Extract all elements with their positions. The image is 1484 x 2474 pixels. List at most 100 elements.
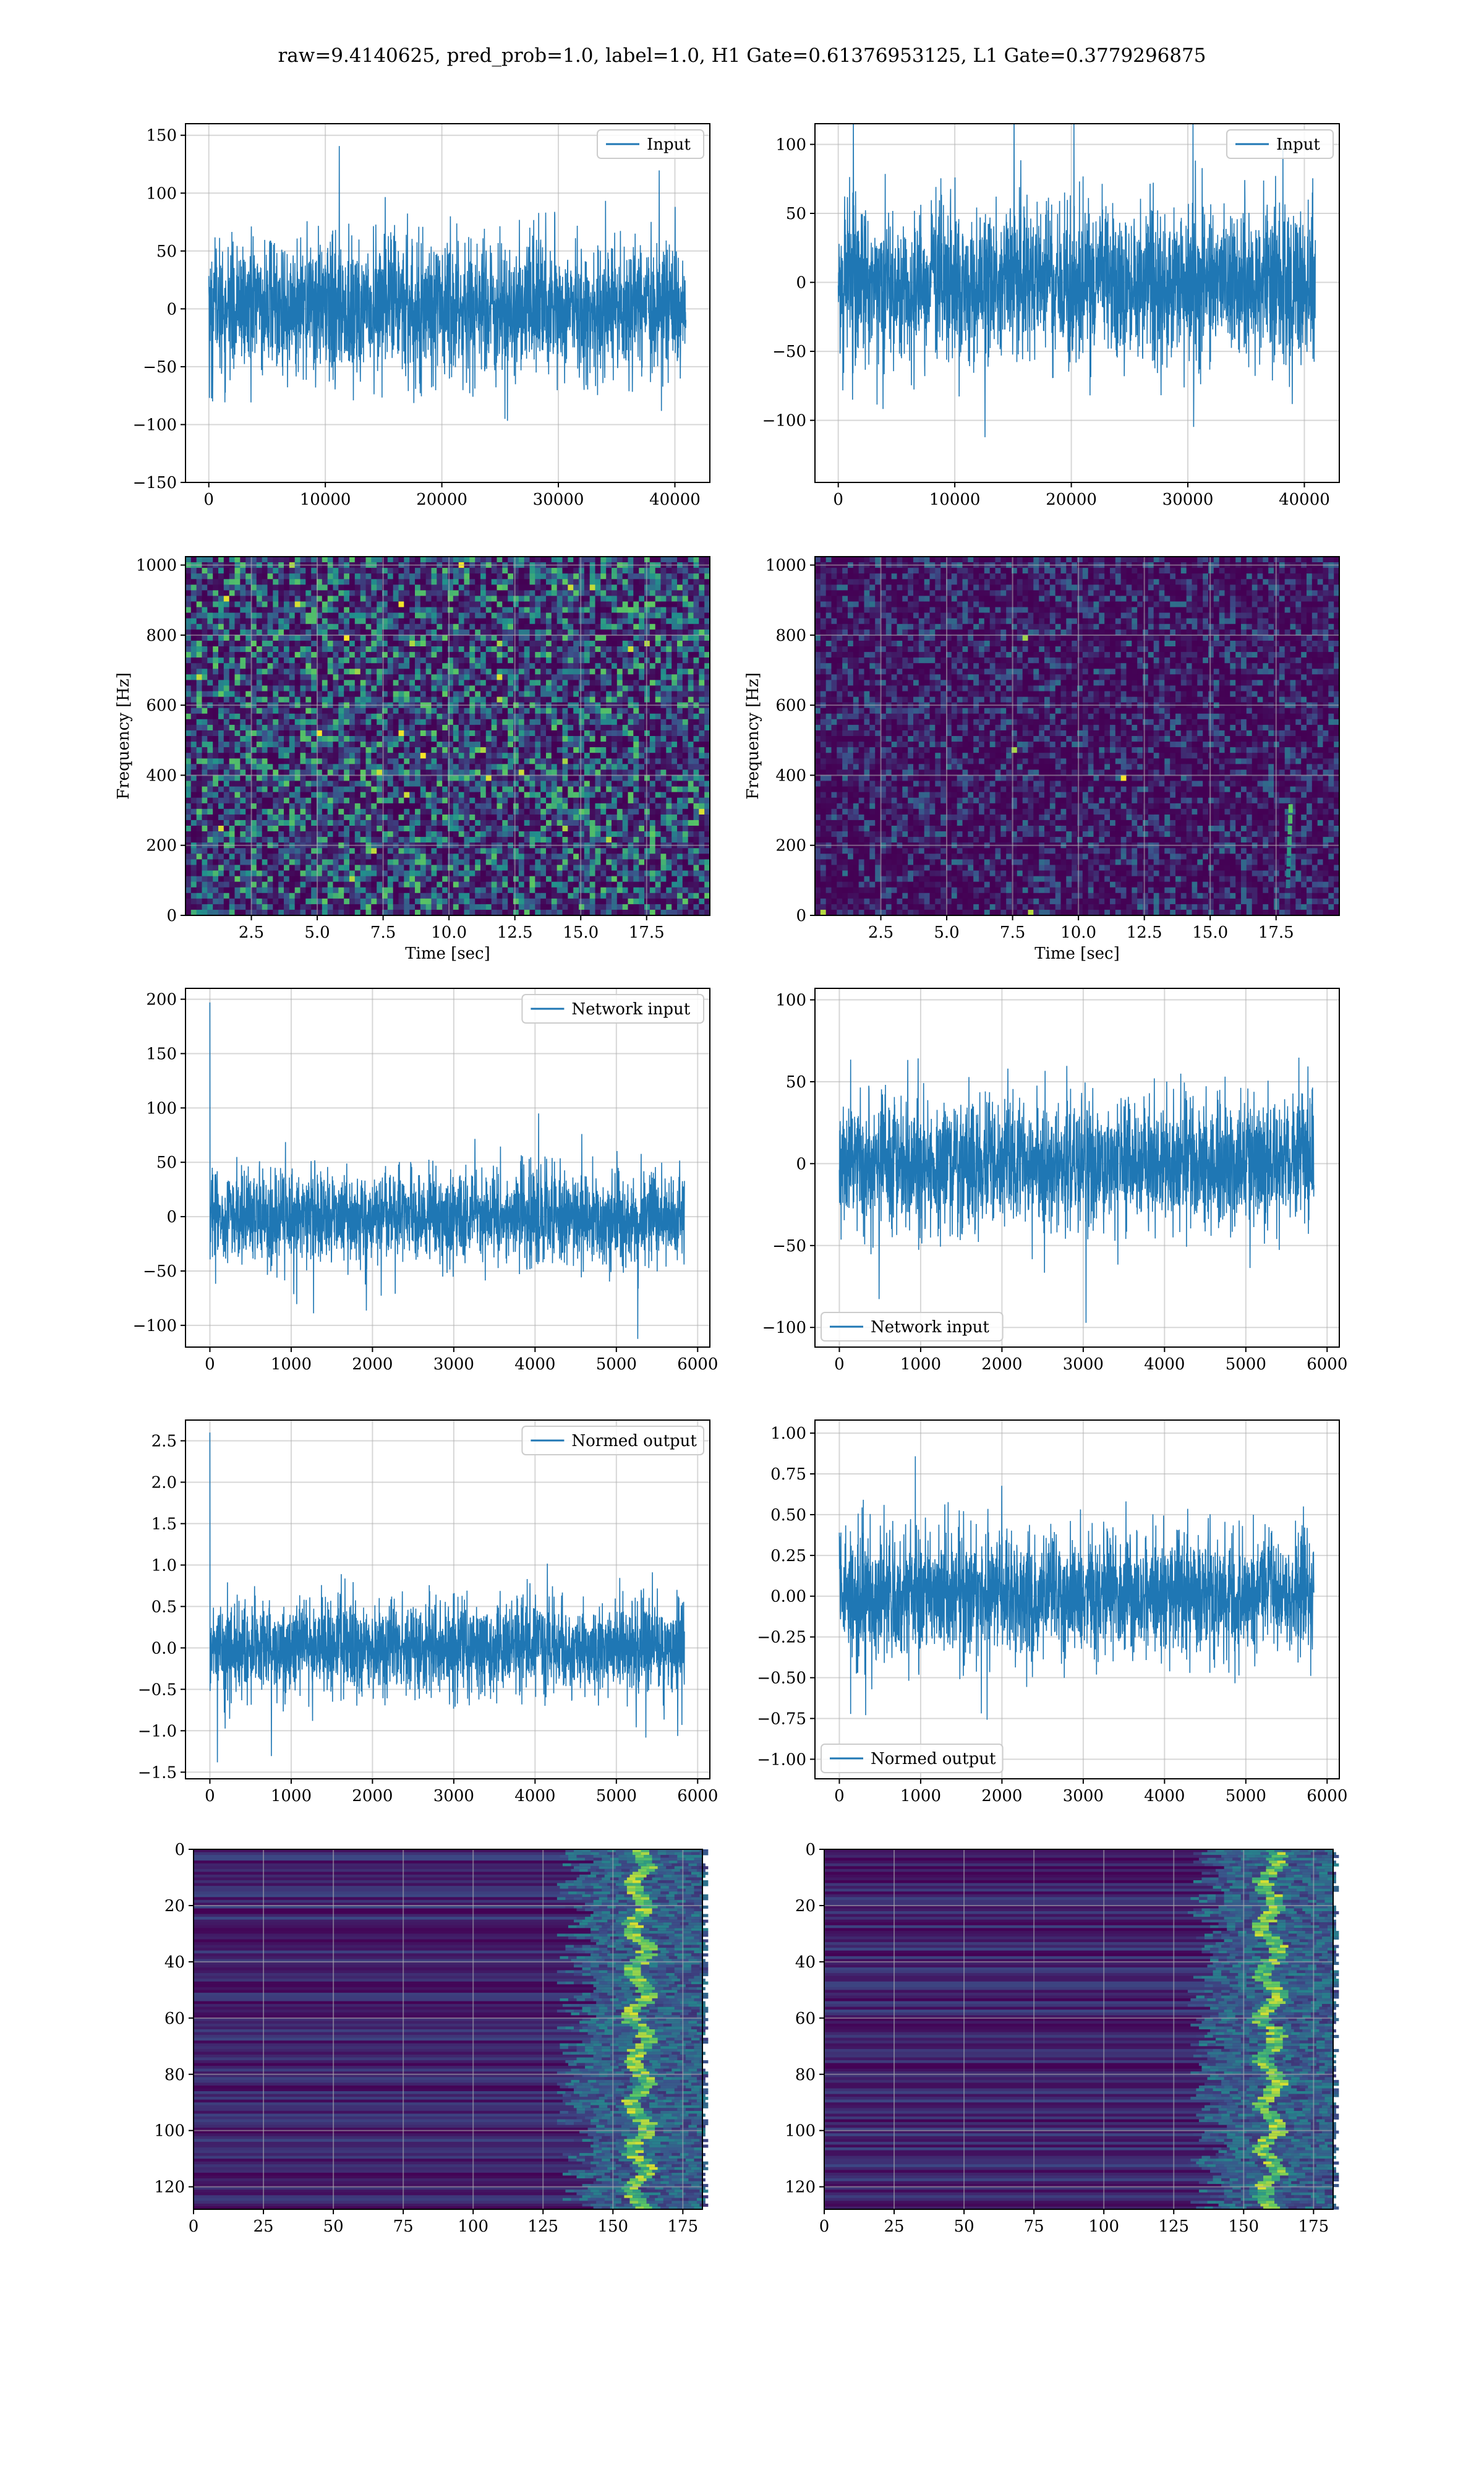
heatmap-cell (480, 809, 486, 815)
heatmap-cell (530, 663, 535, 669)
heatmap-cell (377, 764, 382, 770)
heatmap-cell (273, 899, 278, 905)
heatmap-cell (459, 820, 464, 826)
heatmap-cell (442, 775, 448, 781)
heatmap-cell (590, 573, 595, 580)
heatmap-cell (273, 714, 278, 720)
heatmap-cell (437, 826, 442, 832)
heatmap-cell (595, 725, 601, 731)
heatmap-cell (442, 657, 448, 664)
heatmap-cell (268, 837, 273, 843)
heatmap-cell (311, 641, 317, 647)
legend: Input (1227, 130, 1333, 158)
heatmap-cell (289, 697, 295, 703)
heatmap-cell (519, 758, 524, 764)
heatmap-cell (513, 904, 519, 910)
heatmap-cell (600, 579, 606, 585)
heatmap-cell (540, 815, 546, 821)
heatmap-cell (535, 708, 540, 714)
heatmap-cell (355, 775, 360, 781)
heatmap-cell (584, 641, 590, 647)
heatmap-cell (508, 573, 513, 580)
heatmap-cell (415, 579, 420, 585)
heatmap-cell (513, 893, 519, 899)
heatmap-cell (289, 803, 295, 810)
heatmap-cell (191, 803, 197, 810)
heatmap-cell (213, 652, 218, 658)
heatmap-cell (437, 876, 442, 883)
heatmap-cell (464, 871, 470, 877)
y-tick-label: −150 (133, 474, 177, 492)
heatmap-cell (218, 691, 224, 698)
heatmap-cell (464, 831, 470, 837)
heatmap-cell (355, 691, 360, 698)
heatmap-cell (371, 613, 377, 619)
heatmap-cell (437, 859, 442, 865)
heatmap-cell (442, 714, 448, 720)
heatmap-cell (191, 641, 197, 647)
heatmap-cell (278, 854, 284, 860)
heatmap-cell (278, 753, 284, 759)
heatmap-cell (540, 787, 546, 793)
heatmap-cell (224, 607, 229, 614)
heatmap-cell (557, 714, 563, 720)
heatmap-cell (535, 742, 540, 748)
heatmap-cell (524, 641, 530, 647)
heatmap-cell (508, 613, 513, 619)
heatmap-cell (273, 730, 278, 737)
heatmap-cell (453, 579, 459, 585)
heatmap-cell (442, 781, 448, 787)
heatmap-cell (486, 876, 492, 883)
heatmap-cell (245, 904, 251, 910)
heatmap-cell (557, 596, 563, 602)
heatmap-cell (508, 831, 513, 837)
heatmap-cell (557, 697, 563, 703)
heatmap-cell (186, 573, 191, 580)
heatmap-cell (464, 669, 470, 675)
heatmap-cell (311, 798, 317, 804)
heatmap-cell (492, 725, 497, 731)
heatmap-cell (257, 557, 262, 563)
heatmap-cell (409, 557, 415, 563)
heatmap-cell (557, 753, 563, 759)
heatmap-cell (311, 652, 317, 658)
heatmap-cell (344, 596, 349, 602)
heatmap-cell (224, 669, 229, 675)
heatmap-cell (480, 904, 486, 910)
heatmap-cell (186, 680, 191, 686)
heatmap-cell (475, 646, 480, 653)
heatmap-cell (344, 708, 349, 714)
heatmap-cell (497, 691, 503, 698)
heatmap-cell (519, 871, 524, 877)
heatmap-cell (245, 719, 251, 726)
heatmap-cell (409, 641, 415, 647)
x-tick-label: 10000 (929, 490, 981, 509)
heatmap-cell (600, 758, 606, 764)
heatmap-cell (464, 674, 470, 680)
heatmap-cell (442, 809, 448, 815)
heatmap-cell (502, 579, 508, 585)
heatmap-cell (207, 602, 213, 608)
heatmap-cell (568, 854, 573, 860)
heatmap-cell (453, 848, 459, 854)
heatmap-cell (371, 714, 377, 720)
heatmap-cell (235, 652, 241, 658)
heatmap-cell (502, 602, 508, 608)
heatmap-cell (546, 831, 552, 837)
heatmap-cell (540, 854, 546, 860)
heatmap-cell (524, 652, 530, 658)
heatmap-cell (492, 871, 497, 877)
heatmap-cell (333, 691, 339, 698)
heatmap-cell (355, 725, 360, 731)
heatmap-cell (305, 663, 311, 669)
heatmap-cell (202, 803, 208, 810)
heatmap-cell (442, 618, 448, 625)
heatmap-cell (355, 787, 360, 793)
heatmap-cell (240, 708, 245, 714)
heatmap-cell (301, 725, 306, 731)
heatmap-cell (453, 742, 459, 748)
heatmap-cell (377, 815, 382, 821)
heatmap-cell (355, 646, 360, 653)
heatmap-cell (322, 568, 328, 574)
heatmap-cell (289, 607, 295, 614)
